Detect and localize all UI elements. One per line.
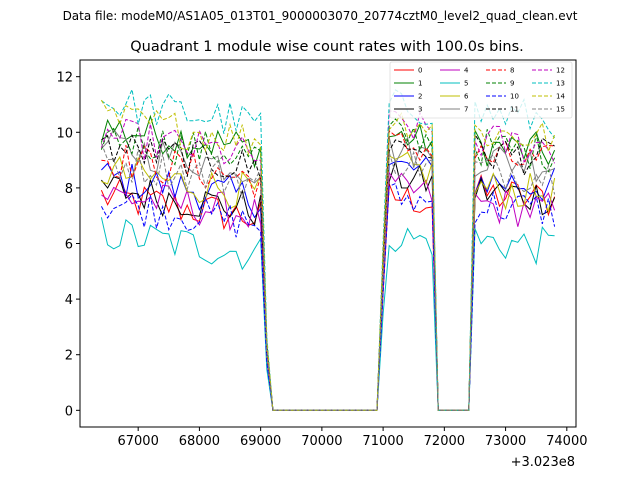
y-tick-label: 12 bbox=[56, 71, 73, 86]
y-tick-label: 6 bbox=[65, 238, 73, 253]
axis-ticks: 67000 68000 69000 70000 71000 72000 73000 74000… bbox=[56, 59, 587, 449]
x-tick-label: 71000 bbox=[362, 434, 403, 449]
legend-label-11: 11 bbox=[510, 106, 519, 114]
y-tick-label: 10 bbox=[56, 126, 73, 141]
x-tick-label: 73000 bbox=[485, 434, 526, 449]
plot-area bbox=[100, 87, 556, 411]
chart-title: Quadrant 1 module wise count rates with … bbox=[130, 39, 524, 55]
legend-label-7: 7 bbox=[464, 106, 468, 114]
suptitle: Data file: modeM0/AS1A05_013T01_90000030… bbox=[63, 9, 578, 23]
legend-label-3: 3 bbox=[418, 106, 422, 114]
series-line-0 bbox=[100, 173, 556, 411]
x-tick-label: 70000 bbox=[301, 434, 342, 449]
legend-label-12: 12 bbox=[556, 67, 565, 75]
legend-label-14: 14 bbox=[556, 93, 565, 101]
legend-label-4: 4 bbox=[464, 67, 469, 75]
series-line-9 bbox=[100, 118, 556, 411]
series-line-12 bbox=[100, 110, 556, 411]
series-line-10 bbox=[100, 182, 556, 411]
legend-label-9: 9 bbox=[510, 80, 514, 88]
series-line-5 bbox=[100, 217, 555, 411]
legend-label-1: 1 bbox=[418, 80, 422, 88]
y-tick-label: 4 bbox=[65, 293, 73, 308]
legend-label-0: 0 bbox=[418, 67, 422, 75]
y-tick-label: 0 bbox=[65, 404, 73, 419]
legend-label-13: 13 bbox=[556, 80, 565, 88]
legend-box bbox=[389, 61, 573, 119]
series-line-3 bbox=[101, 159, 556, 411]
x-offset-label: +3.023e8 bbox=[511, 455, 575, 470]
x-tick-label: 74000 bbox=[546, 434, 587, 449]
legend-label-6: 6 bbox=[464, 93, 469, 101]
legend-label-15: 15 bbox=[556, 106, 565, 114]
series-line-11 bbox=[101, 133, 555, 411]
legend-label-8: 8 bbox=[510, 67, 514, 75]
y-tick-label: 2 bbox=[65, 349, 73, 364]
legend-label-2: 2 bbox=[418, 93, 422, 101]
y-tick-label: 8 bbox=[65, 182, 73, 197]
legend-label-10: 10 bbox=[510, 93, 519, 101]
x-tick-label: 72000 bbox=[424, 434, 465, 449]
x-tick-label: 68000 bbox=[179, 434, 220, 449]
series-line-14 bbox=[100, 99, 556, 411]
series-line-15 bbox=[100, 142, 556, 411]
series-line-7 bbox=[101, 128, 555, 411]
series-line-4 bbox=[101, 171, 556, 411]
x-tick-label: 67000 bbox=[117, 434, 158, 449]
legend-label-5: 5 bbox=[464, 80, 468, 88]
x-tick-label: 69000 bbox=[240, 434, 281, 449]
